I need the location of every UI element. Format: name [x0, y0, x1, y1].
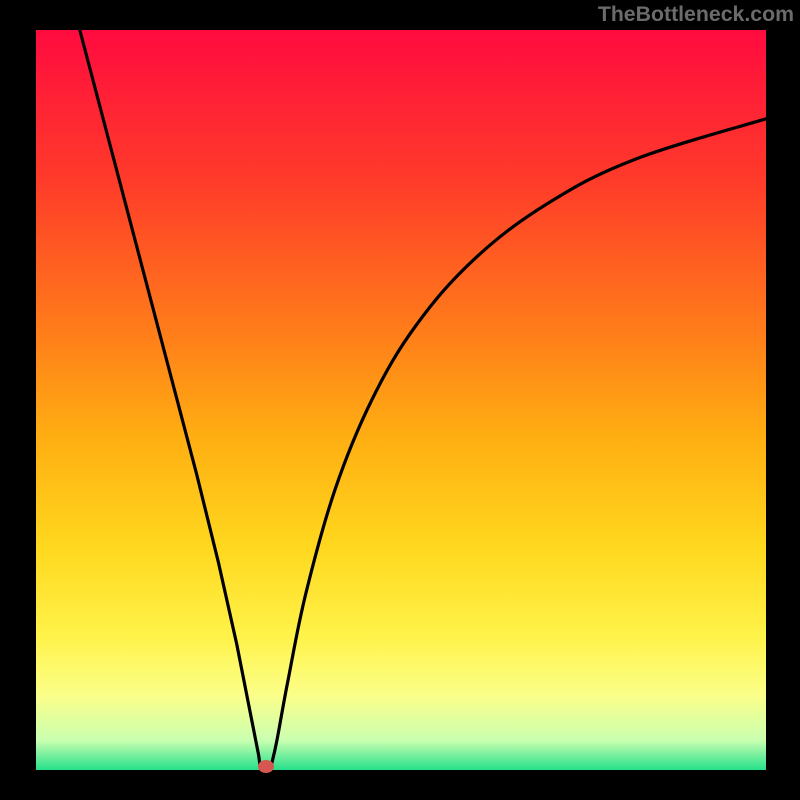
- bottleneck-curve: [36, 30, 766, 770]
- plot-area: [36, 30, 766, 770]
- chart-container: TheBottleneck.com: [0, 0, 800, 800]
- minimum-marker: [258, 760, 274, 773]
- watermark-text: TheBottleneck.com: [598, 2, 794, 27]
